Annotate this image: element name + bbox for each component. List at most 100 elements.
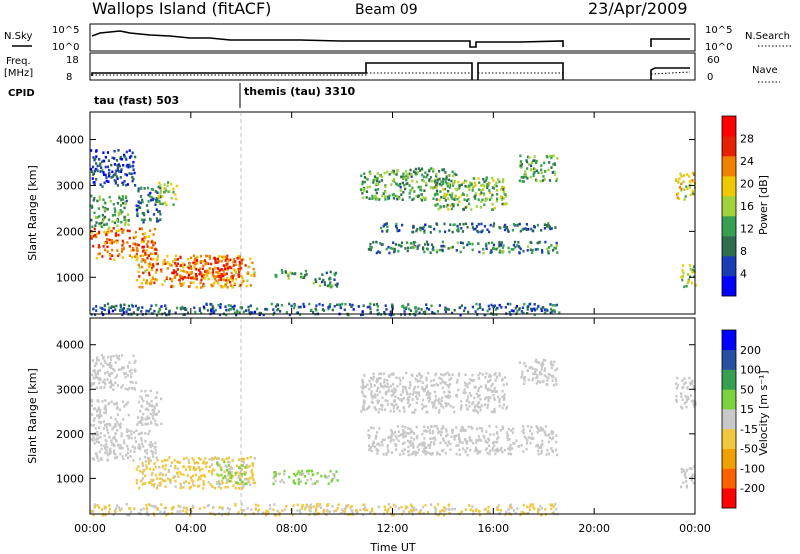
echo-cell [690, 475, 693, 479]
echo-cell [458, 372, 461, 375]
echo-cell [95, 162, 98, 165]
echo-cell [446, 444, 449, 447]
echo-cell [442, 448, 445, 452]
echo-cell [128, 254, 131, 257]
echo-cell [98, 420, 101, 424]
echo-cell [120, 170, 123, 174]
echo-cell [216, 271, 219, 275]
echo-cell [467, 198, 470, 201]
echo-cell [371, 394, 374, 398]
echo-cell [225, 478, 228, 482]
echo-cell [347, 313, 350, 317]
echo-cell [112, 383, 115, 387]
echo-cell [92, 156, 95, 159]
echo-cell [128, 361, 131, 365]
echo-cell [333, 273, 336, 277]
echo-cell [540, 444, 543, 447]
echo-cell [170, 285, 173, 289]
echo-cell [127, 219, 130, 222]
echo-cell [159, 484, 162, 487]
echo-cell [315, 304, 318, 307]
echo-cell [461, 192, 465, 195]
echo-cell [414, 377, 417, 381]
echo-cell [402, 396, 406, 400]
echo-cell [373, 384, 376, 387]
echo-cell [552, 383, 555, 387]
echo-cell [502, 188, 505, 191]
echo-cell [131, 381, 134, 384]
echo-cell [389, 409, 392, 413]
echo-cell [534, 372, 537, 376]
echo-cell [150, 196, 153, 199]
echo-cell [532, 174, 535, 177]
echo-cell [441, 396, 444, 400]
echo-cell [179, 510, 182, 513]
echo-cell [443, 513, 446, 517]
echo-cell [174, 270, 178, 274]
echo-cell [145, 279, 148, 282]
echo-cell [296, 472, 299, 476]
echo-cell [533, 303, 536, 306]
echo-cell [131, 305, 134, 308]
echo-cell [466, 453, 469, 457]
echo-cell [190, 267, 193, 271]
echo-cell [519, 513, 522, 517]
echo-cell [367, 436, 371, 440]
echo-cell [93, 369, 96, 372]
echo-cell [436, 223, 439, 226]
echo-cell [246, 507, 249, 510]
echo-cell [188, 514, 192, 517]
echo-cell [443, 245, 446, 248]
echo-cell [94, 504, 97, 508]
echo-cell [440, 183, 443, 187]
echo-cell [312, 281, 315, 285]
echo-cell [112, 227, 115, 230]
echo-cell [471, 242, 474, 246]
echo-cell [447, 440, 450, 443]
echo-cell [363, 176, 366, 179]
echo-cell [103, 381, 106, 385]
freq-label-1: Freq. [6, 56, 31, 67]
echo-cell [106, 237, 109, 241]
echo-cell [385, 247, 388, 251]
echo-cell [101, 307, 104, 311]
echo-cell [394, 434, 397, 438]
echo-cell [207, 262, 210, 265]
echo-cell [176, 258, 179, 261]
echo-cell [413, 385, 416, 389]
echo-cell [146, 256, 149, 260]
echo-cell [120, 250, 123, 253]
echo-cell [508, 446, 511, 449]
echo-cell [99, 224, 102, 228]
echo-cell [95, 386, 98, 390]
echo-cell [429, 225, 432, 228]
echo-cell [161, 465, 164, 469]
echo-cell [92, 513, 95, 517]
echo-cell [457, 180, 460, 184]
echo-cell [209, 483, 212, 486]
echo-cell [412, 509, 415, 512]
echo-cell [473, 396, 476, 400]
echo-cell [458, 184, 461, 187]
echo-cell [503, 186, 506, 189]
echo-cell [460, 227, 463, 230]
echo-cell [402, 431, 405, 435]
echo-cell [495, 247, 498, 251]
echo-cell [552, 363, 555, 367]
echo-cell [130, 172, 133, 176]
echo-cell [390, 433, 393, 436]
echo-cell [104, 438, 107, 442]
echo-cell [543, 161, 546, 165]
echo-cell [283, 469, 286, 473]
echo-cell [362, 503, 365, 506]
echo-cell [389, 384, 392, 388]
echo-cell [385, 308, 388, 311]
echo-cell [338, 303, 341, 306]
echo-cell [132, 354, 135, 358]
echo-cell [453, 434, 456, 438]
echo-cell [411, 506, 414, 509]
echo-cell [499, 509, 502, 512]
echo-cell [168, 456, 171, 459]
echo-cell [305, 273, 308, 276]
echo-cell [91, 433, 95, 436]
